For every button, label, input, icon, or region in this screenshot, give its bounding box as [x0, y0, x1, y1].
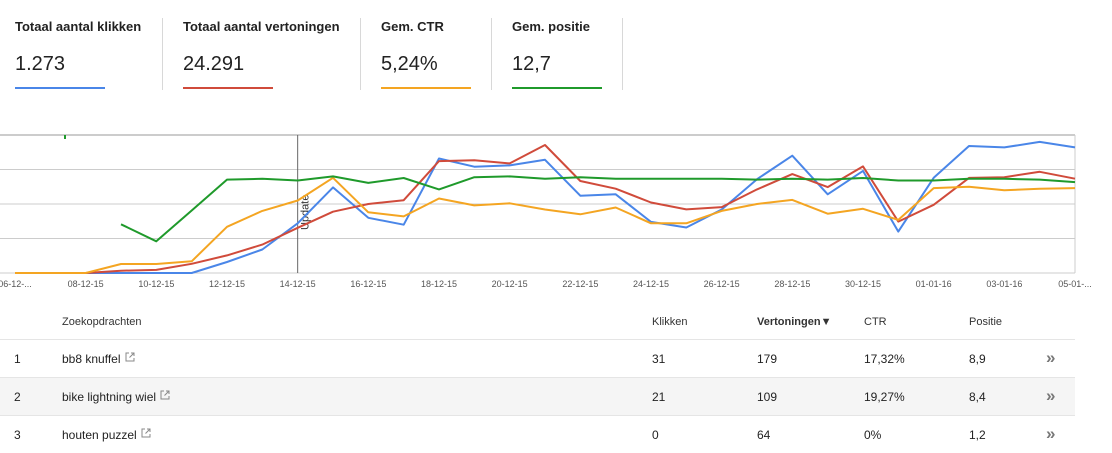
impressions-cell: 109: [757, 390, 777, 404]
query-cell[interactable]: bb8 knuffel: [62, 352, 135, 366]
metric-impressions[interactable]: Totaal aantal vertoningen 24.291: [183, 0, 358, 100]
x-tick-label: 18-12-15: [421, 279, 457, 289]
clicks-cell: 31: [652, 352, 665, 366]
clicks-cell: 21: [652, 390, 665, 404]
table-row[interactable]: 1 bb8 knuffel 31 179 17,32% 8,9 »: [0, 339, 1075, 377]
row-index: 3: [14, 428, 21, 442]
chart-annotation: Update: [298, 135, 312, 273]
series-line: [15, 142, 1075, 273]
clicks-cell: 0: [652, 428, 659, 442]
x-tick-label: 10-12-15: [138, 279, 174, 289]
metric-clicks[interactable]: Totaal aantal klikken 1.273: [15, 0, 155, 100]
x-tick-label: 08-12-15: [68, 279, 104, 289]
metric-divider: [360, 18, 361, 90]
double-chevron-right-icon[interactable]: »: [1046, 424, 1055, 444]
sort-desc-icon: ▼: [821, 316, 832, 328]
metric-value: 5,24%: [381, 53, 438, 76]
metric-label: Totaal aantal klikken: [15, 19, 141, 34]
x-tick-label: 12-12-15: [209, 279, 245, 289]
metric-divider: [622, 18, 623, 90]
ctr-cell: 0%: [864, 428, 881, 442]
performance-chart[interactable]: Update 06-12-... 08-12-15 10-12-15 12-12-15…: [0, 125, 1112, 295]
ctr-cell: 17,32%: [864, 352, 905, 366]
col-header-impressions[interactable]: Vertoningen▼: [757, 316, 831, 328]
position-cell: 8,4: [969, 390, 986, 404]
col-header-impressions-label: Vertoningen: [757, 316, 821, 328]
impressions-cell: 179: [757, 352, 777, 366]
col-header-position[interactable]: Positie: [969, 316, 1002, 328]
x-tick-label: 16-12-15: [350, 279, 386, 289]
metric-color-line: [512, 87, 602, 89]
query-text: bike lightning wiel: [62, 390, 156, 404]
position-cell: 8,9: [969, 352, 986, 366]
external-link-icon[interactable]: [160, 390, 170, 400]
table-row[interactable]: 3 houten puzzel 0 64 0% 1,2 »: [0, 415, 1075, 453]
x-tick-label: 01-01-16: [916, 279, 952, 289]
metric-value: 24.291: [183, 53, 244, 76]
x-tick-label: 22-12-15: [562, 279, 598, 289]
table-row[interactable]: 2 bike lightning wiel 21 109 19,27% 8,4 …: [0, 377, 1075, 415]
query-cell[interactable]: houten puzzel: [62, 428, 151, 442]
metric-color-line: [15, 87, 105, 89]
metric-label: Gem. positie: [512, 19, 590, 34]
col-header-query[interactable]: Zoekopdrachten: [62, 316, 142, 328]
ctr-cell: 19,27%: [864, 390, 905, 404]
x-tick-label: 05-01-...: [1058, 279, 1092, 289]
x-tick-label: 24-12-15: [633, 279, 669, 289]
x-tick-label: 30-12-15: [845, 279, 881, 289]
x-tick-label: 20-12-15: [492, 279, 528, 289]
metric-label: Gem. CTR: [381, 19, 444, 34]
series-line: [121, 176, 1075, 241]
col-header-ctr[interactable]: CTR: [864, 316, 887, 328]
x-tick-label: 28-12-15: [774, 279, 810, 289]
x-tick-label: 06-12-...: [0, 279, 32, 289]
query-cell[interactable]: bike lightning wiel: [62, 390, 170, 404]
chart-x-axis: 06-12-... 08-12-15 10-12-15 12-12-15 14-12-1…: [0, 279, 1092, 289]
query-text: houten puzzel: [62, 428, 137, 442]
x-tick-label: 26-12-15: [704, 279, 740, 289]
metric-ctr[interactable]: Gem. CTR 5,24%: [381, 0, 481, 100]
metric-divider: [162, 18, 163, 90]
metric-color-line: [381, 87, 471, 89]
row-index: 2: [14, 390, 21, 404]
x-tick-label: 14-12-15: [280, 279, 316, 289]
metric-position[interactable]: Gem. positie 12,7: [512, 0, 612, 100]
external-link-icon[interactable]: [141, 428, 151, 438]
chart-gridlines: [0, 135, 1075, 273]
external-link-icon[interactable]: [125, 352, 135, 362]
metric-value: 12,7: [512, 53, 551, 76]
impressions-cell: 64: [757, 428, 770, 442]
double-chevron-right-icon[interactable]: »: [1046, 348, 1055, 368]
metric-divider: [491, 18, 492, 90]
metric-label: Totaal aantal vertoningen: [183, 19, 340, 34]
col-header-clicks[interactable]: Klikken: [652, 316, 687, 328]
query-text: bb8 knuffel: [62, 352, 121, 366]
x-tick-label: 03-01-16: [986, 279, 1022, 289]
metric-value: 1.273: [15, 53, 65, 76]
double-chevron-right-icon[interactable]: »: [1046, 386, 1055, 406]
position-cell: 1,2: [969, 428, 986, 442]
row-index: 1: [14, 352, 21, 366]
metric-color-line: [183, 87, 273, 89]
